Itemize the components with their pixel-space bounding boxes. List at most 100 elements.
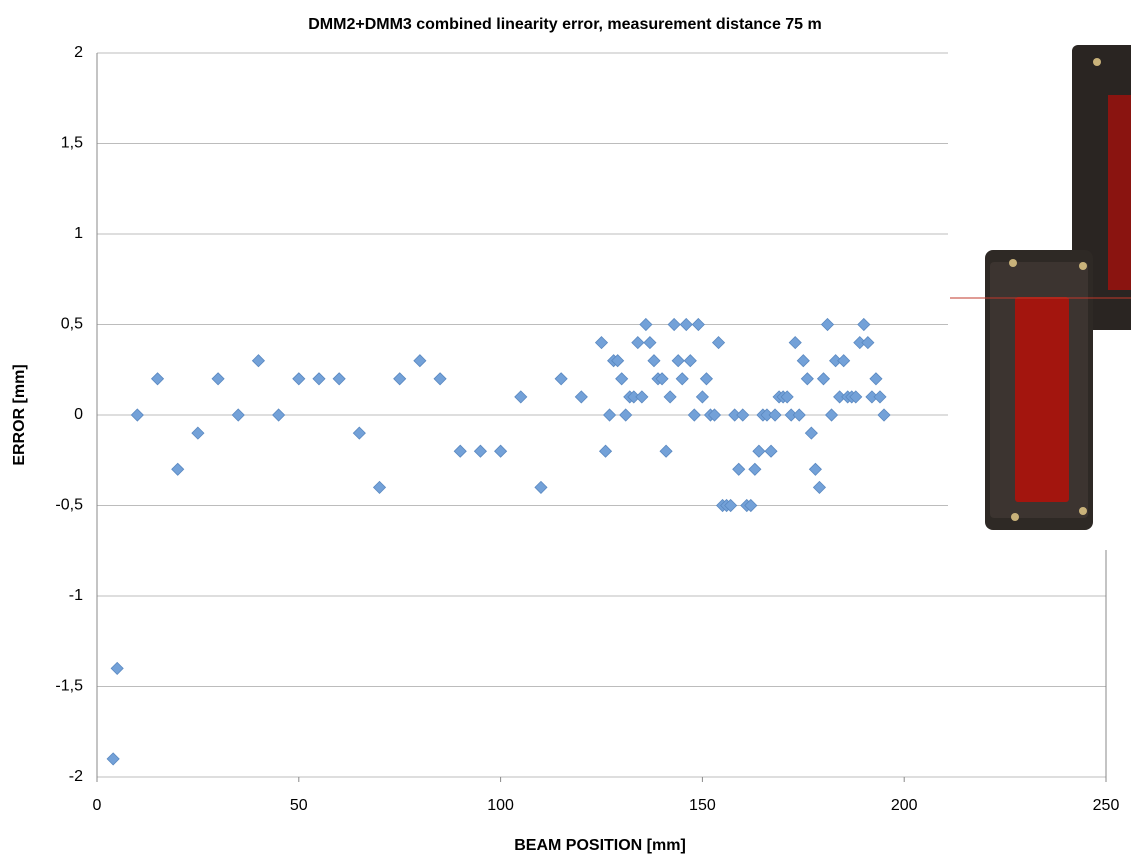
data-point xyxy=(413,354,427,368)
data-point xyxy=(332,372,346,386)
screw xyxy=(1093,58,1101,66)
data-point xyxy=(598,444,613,458)
data-point xyxy=(812,480,827,494)
data-point xyxy=(816,372,831,386)
y-tick-label: 0,5 xyxy=(61,316,83,333)
data-point xyxy=(724,498,738,513)
data-point xyxy=(804,426,818,440)
data-point xyxy=(707,408,722,422)
y-tick-label: 1,5 xyxy=(61,135,83,152)
data-point xyxy=(667,317,681,332)
data-point xyxy=(393,372,407,386)
data-point xyxy=(603,408,617,422)
y-tick-label: -1,5 xyxy=(55,678,83,695)
data-point xyxy=(857,317,871,332)
data-point xyxy=(372,480,387,494)
device-back-window xyxy=(1108,95,1131,290)
data-point xyxy=(744,498,758,513)
x-tick-label: 250 xyxy=(1093,797,1120,814)
data-point xyxy=(655,372,669,386)
data-point xyxy=(130,408,144,422)
data-point xyxy=(820,317,835,332)
y-axis-title: ERROR [mm] xyxy=(11,364,28,465)
data-point xyxy=(635,390,649,404)
data-point xyxy=(611,354,625,368)
x-tick-label: 100 xyxy=(487,797,514,814)
x-axis-title: BEAM POSITION [mm] xyxy=(514,837,686,854)
data-point xyxy=(619,408,633,422)
data-point xyxy=(849,390,863,404)
data-point xyxy=(106,752,120,766)
data-point xyxy=(671,354,685,368)
y-tick-label: 1 xyxy=(74,225,83,242)
data-point xyxy=(643,336,657,350)
data-point xyxy=(788,336,802,350)
data-point xyxy=(473,444,487,458)
data-point xyxy=(780,390,794,404)
data-point xyxy=(292,372,306,386)
screw xyxy=(1011,513,1019,521)
data-point xyxy=(800,372,814,386)
data-point xyxy=(453,444,467,458)
data-point xyxy=(687,408,701,422)
data-point xyxy=(514,390,528,404)
data-point xyxy=(877,408,891,422)
plot-area: -2 -1,5 -1 -0,5 0 0,5 1 1,5 2 0 50 100 150 200 250 xyxy=(55,44,1119,814)
y-tick-label: 2 xyxy=(74,44,83,61)
data-point xyxy=(171,462,185,476)
data-point xyxy=(663,390,677,404)
data-point xyxy=(191,426,205,440)
y-tick-label: -2 xyxy=(69,768,83,785)
data-point xyxy=(574,390,588,404)
device-front-window xyxy=(1015,297,1069,502)
data-point xyxy=(433,372,447,386)
data-point xyxy=(352,426,366,440)
data-point xyxy=(792,408,806,422)
data-point xyxy=(824,408,839,422)
y-tick-label: -0,5 xyxy=(55,497,83,514)
data-point xyxy=(869,372,883,386)
data-point xyxy=(683,354,697,368)
x-tick-label: 150 xyxy=(689,797,716,814)
data-point xyxy=(647,354,661,368)
data-point xyxy=(110,661,124,675)
data-point xyxy=(554,372,568,386)
device-photo xyxy=(948,40,1131,550)
data-point xyxy=(873,390,887,404)
y-tick-label: 0 xyxy=(74,406,83,423)
data-point xyxy=(251,354,266,368)
x-tick-label: 0 xyxy=(93,797,102,814)
data-point xyxy=(594,336,609,350)
data-point xyxy=(675,372,689,386)
data-point xyxy=(534,480,548,494)
data-point xyxy=(768,408,782,422)
data-point xyxy=(659,444,673,458)
data-point xyxy=(699,372,714,386)
data-point xyxy=(231,408,245,422)
data-point xyxy=(150,372,165,386)
screw xyxy=(1079,507,1087,515)
data-point xyxy=(861,336,875,350)
data-point xyxy=(732,462,746,476)
data-point xyxy=(272,408,286,422)
x-tick-label: 200 xyxy=(891,797,918,814)
y-tick-label: -1 xyxy=(69,587,83,604)
data-point xyxy=(679,317,693,332)
screw xyxy=(1079,262,1087,270)
data-point xyxy=(736,408,750,422)
data-point xyxy=(837,354,851,368)
data-point xyxy=(211,372,225,386)
x-tick-label: 50 xyxy=(290,797,308,814)
data-point xyxy=(764,444,778,458)
data-point xyxy=(615,372,629,386)
data-point xyxy=(752,444,766,458)
data-point xyxy=(695,390,709,404)
data-point xyxy=(748,462,762,476)
data-point xyxy=(691,317,705,332)
data-point xyxy=(631,336,645,350)
data-point xyxy=(711,336,726,350)
data-point xyxy=(808,462,822,476)
chart-title: DMM2+DMM3 combined linearity error, meas… xyxy=(308,16,822,33)
data-point xyxy=(494,444,508,458)
